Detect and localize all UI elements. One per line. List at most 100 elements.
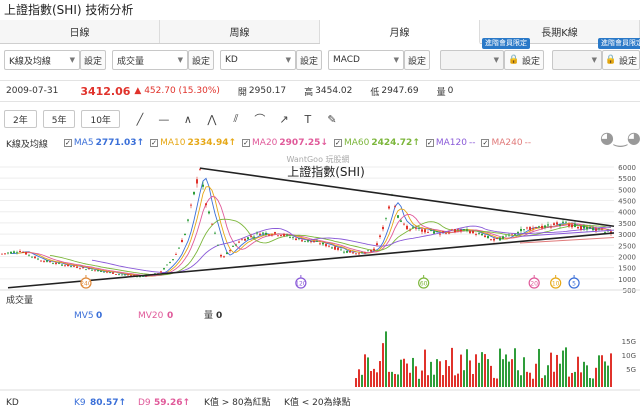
kd-label: KD (6, 398, 19, 408)
candle-body (313, 241, 315, 243)
ma-marker-label: 240 (80, 281, 92, 288)
text-tool-icon[interactable]: T (304, 112, 312, 126)
tab-monthly[interactable]: 月線 (320, 20, 480, 44)
legend-ma120[interactable]: ✓ MA120 -- (425, 138, 475, 148)
candle-body (202, 184, 204, 187)
kd-note-green: K值 < 20為綠點 (284, 396, 351, 408)
volume-q: 0 (216, 311, 222, 321)
candle-body (601, 228, 603, 230)
lock-icon: 🔒 (604, 55, 617, 65)
draw-ray-icon[interactable]: ↗ (279, 112, 289, 126)
candle-body (553, 223, 555, 226)
volume-bar (463, 370, 465, 387)
locked-select-1[interactable]: ▼ (440, 50, 504, 70)
candle-body (586, 226, 588, 230)
candle-body (70, 265, 72, 267)
legend-ma10[interactable]: ✓ MA10 2334.94↑ (150, 138, 236, 148)
macd-select[interactable]: MACD ▼ (328, 50, 404, 70)
volume-settings-button[interactable]: 設定 (188, 50, 214, 70)
volume-bar (541, 378, 543, 387)
chevron-down-icon: ▼ (177, 56, 183, 64)
draw-channel-icon[interactable]: ⫽ (233, 112, 239, 125)
candle-body (595, 228, 597, 232)
candle-body (277, 235, 279, 237)
volume-bar (472, 374, 474, 387)
page-title: 上證指數(SHI) 技術分析 (4, 3, 134, 17)
candle-body (325, 244, 327, 247)
volume-bar (367, 357, 369, 387)
volume-bar (577, 356, 579, 387)
candle-body (184, 233, 186, 235)
volume-bars (355, 331, 612, 387)
volume-bar (511, 359, 513, 387)
legend-ma60[interactable]: ✓ MA60 2424.72↑ (333, 138, 420, 148)
ma-marker (418, 277, 430, 289)
volume-bar (505, 354, 507, 387)
y-tick-label: 4500 (618, 198, 636, 206)
kd-select[interactable]: KD ▼ (220, 50, 296, 70)
candle-body (424, 229, 426, 233)
volume-bar (610, 353, 612, 387)
legend-ma20[interactable]: ✓ MA20 2907.25↓ (242, 138, 328, 148)
legend-label: K線及均線 (6, 139, 48, 150)
candle-body (466, 229, 468, 231)
volume-select[interactable]: 成交量 ▼ (112, 50, 188, 70)
candle-body (37, 258, 39, 260)
candle-body (307, 240, 309, 242)
volume-bar (460, 354, 462, 387)
tab-daily[interactable]: 日線 (0, 20, 160, 43)
candle-body (583, 225, 585, 229)
y-tick-label: 5000 (618, 186, 636, 194)
draw-horizontal-icon[interactable]: — (158, 112, 170, 126)
tab-weekly[interactable]: 周線 (160, 20, 320, 43)
candle-body (175, 254, 177, 255)
volume-bar (466, 349, 468, 387)
candle-body (493, 238, 495, 241)
volume-bar (454, 375, 456, 387)
draw-arc-icon[interactable]: ⌒ (254, 113, 266, 126)
chevron-down-icon: ▼ (69, 56, 75, 64)
locked-settings-button-1[interactable]: 🔒 設定 (504, 50, 544, 70)
range-10y-button[interactable]: 10年 (81, 110, 120, 128)
volume-bar (436, 359, 438, 387)
macd-settings-button[interactable]: 設定 (404, 50, 430, 70)
candle-body (121, 274, 123, 276)
range-5y-button[interactable]: 5年 (42, 110, 76, 128)
draw-zigzag-icon[interactable]: ⋀ (207, 112, 217, 126)
volume-bar (583, 361, 585, 387)
candle-body (541, 225, 543, 229)
candle-body (526, 227, 528, 229)
volume-tick-15g: 15G (622, 338, 636, 346)
legend-ma5[interactable]: ✓ MA5 2771.03↑ (63, 138, 144, 148)
candle-body (55, 262, 57, 264)
kd-settings-button[interactable]: 設定 (296, 50, 322, 70)
candle-body (130, 275, 132, 277)
candle-body (457, 229, 459, 231)
kd-k: 80.57↑ (90, 398, 126, 408)
candle-body (127, 274, 129, 276)
info-change: ▲ 452.70 (15.30%) (134, 86, 220, 96)
main-indicator-select[interactable]: K線及均線 ▼ (4, 50, 80, 70)
candle-body (82, 267, 84, 269)
volume-bar (433, 374, 435, 387)
candle-body (478, 232, 480, 234)
candle-body (334, 246, 336, 250)
candle-body (520, 228, 522, 232)
price-info-bar: 2009-07-31 3412.06 ▲ 452.70 (15.30%) 開 29… (0, 80, 640, 102)
draw-line-icon[interactable]: ╱ (136, 112, 144, 126)
legend-ma240[interactable]: ✓ MA240 -- (481, 138, 531, 148)
candle-body (331, 247, 333, 249)
main-settings-button[interactable]: 設定 (80, 50, 106, 70)
range-2y-button[interactable]: 2年 (4, 110, 37, 128)
eraser-icon[interactable]: ✎ (327, 112, 337, 126)
candle-body (571, 224, 573, 228)
volume-bar (355, 378, 357, 387)
locked-select-2[interactable]: ▼ (552, 50, 602, 70)
draw-wave-icon[interactable]: ∧ (183, 112, 192, 126)
candle-body (394, 206, 396, 208)
candle-body (142, 276, 144, 277)
candle-body (535, 227, 537, 229)
volume-mv20: 0 (167, 311, 173, 321)
locked-settings-button-2[interactable]: 🔒 設定 (602, 50, 640, 70)
